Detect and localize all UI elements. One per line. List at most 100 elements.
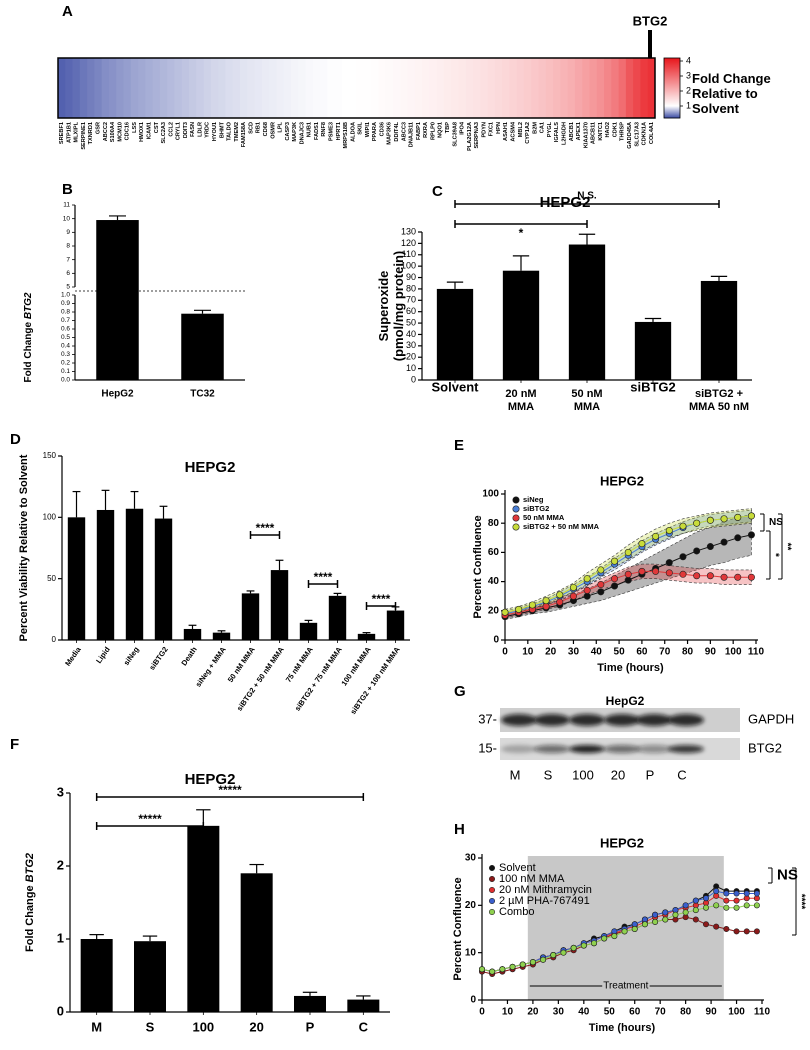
gene-label: PPARA: [372, 122, 378, 141]
colorbar-step: [664, 107, 680, 109]
gene-label: SLC39A8: [452, 122, 458, 147]
heatmap-cell: [647, 58, 656, 118]
y-tick-label: 0.5: [61, 334, 70, 341]
annotation: BTG2: [633, 13, 668, 28]
colorbar-step: [664, 75, 680, 77]
gene-label: THRSP: [620, 122, 626, 141]
bar: [299, 622, 318, 640]
panel-letter: G: [454, 683, 466, 700]
error-band: [504, 509, 752, 618]
data-point: [682, 909, 689, 916]
significance-label: *****: [218, 783, 242, 797]
x-tick-label: 60: [636, 647, 648, 658]
x-tick-label: siNeg: [122, 645, 141, 667]
chart-title: HEPG2: [540, 194, 591, 211]
data-point: [702, 904, 709, 911]
data-point: [679, 553, 687, 561]
y-tick-label: 150: [43, 451, 57, 460]
heatmap-cell: [174, 58, 183, 118]
x-tick-label: 100: [192, 1019, 214, 1034]
gene-label: FABP1: [416, 122, 422, 140]
x-tick-label: 110: [754, 1007, 771, 1018]
heatmap-cell: [407, 58, 416, 118]
gene-label: HMOX1: [139, 122, 145, 142]
colorbar-step: [664, 89, 680, 91]
heatmap-cell: [261, 58, 270, 118]
y-tick-label: 10: [465, 947, 477, 958]
legend-marker: [488, 875, 495, 882]
data-point: [733, 904, 740, 911]
legend-label: siNeg: [523, 495, 544, 504]
significance-label: ****: [795, 894, 806, 910]
heatmap-cell: [356, 58, 365, 118]
legend-label: siBTG2: [523, 504, 549, 513]
data-point: [713, 888, 720, 895]
data-point: [569, 583, 577, 591]
data-point: [706, 516, 714, 524]
gene-label: SERPNA3: [474, 122, 480, 148]
bar: [502, 270, 540, 380]
bar: [568, 244, 606, 380]
data-point: [624, 548, 632, 556]
gene-label: GADD45A: [627, 122, 633, 149]
heatmap-cell: [429, 58, 437, 118]
x-tick-label: 10: [522, 647, 534, 658]
heatmap-cell: [465, 58, 474, 118]
colorbar-step: [664, 71, 680, 73]
x-tick-label: 100: [728, 1007, 745, 1018]
heatmap-cell: [596, 58, 605, 118]
gene-label: ABCB11: [591, 122, 597, 144]
y-axis-label: Fold Change BTG2: [23, 292, 34, 382]
x-tick-label: 90: [705, 647, 717, 658]
x-tick-label: Media: [63, 644, 83, 667]
gene-label: APEX1: [576, 122, 582, 140]
bar: [700, 280, 738, 380]
gene-label: MAP3K: [292, 122, 298, 142]
panel-letter: D: [10, 431, 21, 448]
data-point: [499, 966, 506, 973]
bar: [96, 220, 139, 380]
gene-label: CDKN1A: [642, 122, 648, 145]
y-axis-label-text: Percent Viability Relative to Solvent: [18, 454, 30, 641]
heatmap-cell: [196, 58, 205, 118]
data-point: [723, 925, 730, 932]
heatmap-cell: [58, 58, 66, 118]
colorbar-step: [664, 88, 680, 90]
colorbar-step: [664, 73, 680, 75]
data-point: [692, 897, 699, 904]
y-tick-label: 60: [488, 547, 500, 558]
gene-label: LDLR: [197, 122, 203, 137]
colorbar-step: [664, 105, 680, 107]
molecular-weight-marker: 37-: [478, 711, 497, 726]
legend-marker: [488, 886, 495, 893]
gene-label: NUB1: [307, 122, 313, 137]
data-point: [638, 540, 646, 548]
y-tick-label: 40: [488, 576, 500, 587]
blot-band: [636, 714, 672, 726]
gene-label: FADS1: [314, 122, 320, 140]
heatmap-cell: [611, 58, 619, 118]
lane-label: S: [544, 767, 553, 782]
blot-band: [569, 745, 605, 753]
data-point: [519, 961, 526, 968]
colorbar-step: [664, 67, 680, 69]
colorbar-step: [664, 96, 680, 98]
heatmap-cell: [458, 58, 467, 118]
legend-label: Combo: [499, 906, 534, 918]
y-tick-label: 0: [57, 1003, 64, 1018]
data-point: [556, 598, 564, 606]
y-tick-label: 7: [66, 256, 70, 263]
treatment-label: Treatment: [603, 981, 648, 992]
gene-label: TMEM2: [234, 122, 240, 142]
data-point: [631, 925, 638, 932]
x-tick-label: siBTG2 + 100 nM MMA: [348, 645, 402, 716]
colorbar-step: [664, 116, 680, 118]
colorbar-step: [664, 81, 680, 83]
lane-label: C: [677, 767, 686, 782]
x-tick-label: TC32: [190, 389, 215, 400]
colorbar-step: [664, 85, 680, 87]
colorbar-step: [664, 90, 680, 92]
y-tick-label: 0.7: [61, 317, 70, 324]
gene-label: CASP3: [285, 122, 291, 141]
y-tick-label: 0.6: [61, 326, 70, 333]
